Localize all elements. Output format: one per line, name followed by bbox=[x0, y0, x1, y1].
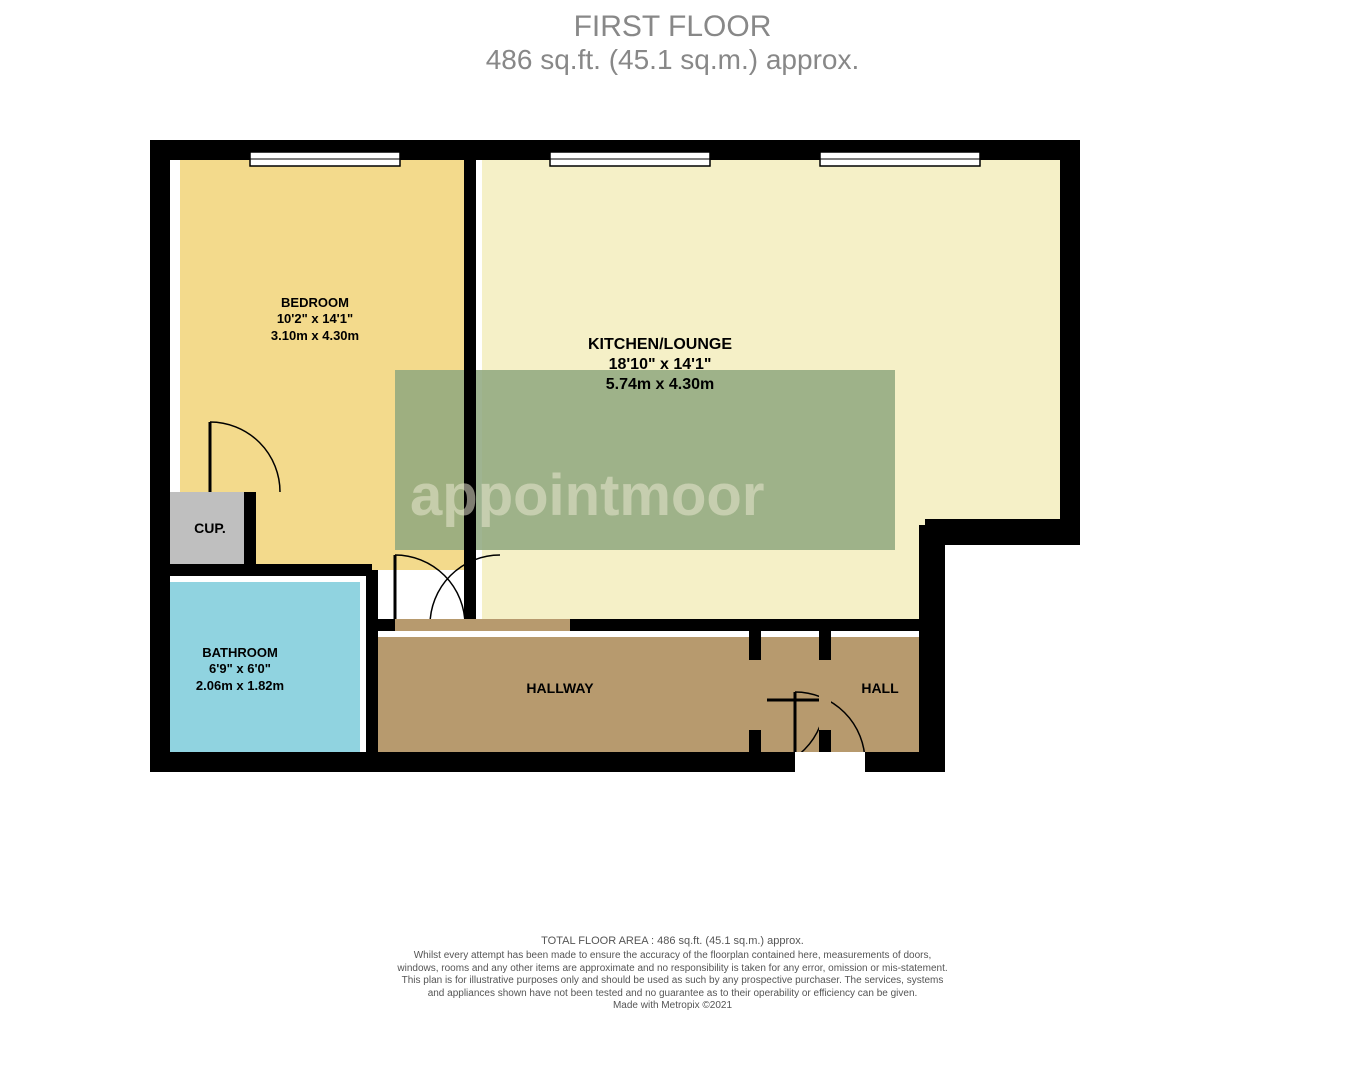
label-bathroom-imp: 6'9" x 6'0" bbox=[140, 661, 340, 677]
label-kitchen-met: 5.74m x 4.30m bbox=[560, 375, 760, 395]
label-hall: HALL bbox=[840, 680, 920, 698]
label-bathroom: BATHROOM 6'9" x 6'0" 2.06m x 1.82m bbox=[140, 645, 340, 694]
label-hall-name: HALL bbox=[840, 680, 920, 698]
watermark-rest: pointmoor bbox=[478, 463, 765, 528]
footer-disclaimer-text: Whilst every attempt has been made to en… bbox=[397, 950, 947, 999]
label-bathroom-met: 2.06m x 1.82m bbox=[140, 678, 340, 694]
label-cupboard-name: CUP. bbox=[170, 520, 250, 538]
label-kitchen-imp: 18'10" x 14'1" bbox=[560, 355, 760, 375]
watermark-text: appointmoor bbox=[410, 462, 764, 529]
label-hallway: HALLWAY bbox=[460, 680, 660, 698]
floorplan-stage: FIRST FLOOR 486 sq.ft. (45.1 sq.m.) appr… bbox=[0, 0, 1345, 1080]
footer-area: TOTAL FLOOR AREA : 486 sq.ft. (45.1 sq.m… bbox=[0, 935, 1345, 947]
opening-entrance bbox=[795, 752, 865, 772]
label-bedroom: BEDROOM 10'2" x 14'1" 3.10m x 4.30m bbox=[215, 295, 415, 344]
opening-hallway-hall-a bbox=[755, 660, 767, 730]
label-kitchen: KITCHEN/LOUNGE 18'10" x 14'1" 5.74m x 4.… bbox=[560, 335, 760, 395]
label-bedroom-met: 3.10m x 4.30m bbox=[215, 328, 415, 344]
label-bathroom-name: BATHROOM bbox=[140, 645, 340, 661]
label-bedroom-name: BEDROOM bbox=[215, 295, 415, 311]
floorplan-svg bbox=[0, 0, 1345, 1080]
label-bedroom-imp: 10'2" x 14'1" bbox=[215, 311, 415, 327]
label-cupboard: CUP. bbox=[170, 520, 250, 538]
footer-disclaimer: Whilst every attempt has been made to en… bbox=[393, 950, 953, 1013]
opening-hallway-hall-b bbox=[819, 660, 831, 730]
label-hallway-name: HALLWAY bbox=[460, 680, 660, 698]
opening-hall-kitchen bbox=[395, 619, 570, 631]
watermark-prefix: ap bbox=[410, 463, 478, 528]
label-kitchen-name: KITCHEN/LOUNGE bbox=[560, 335, 760, 355]
footer-credit: Made with Metropix ©2021 bbox=[613, 1000, 732, 1011]
